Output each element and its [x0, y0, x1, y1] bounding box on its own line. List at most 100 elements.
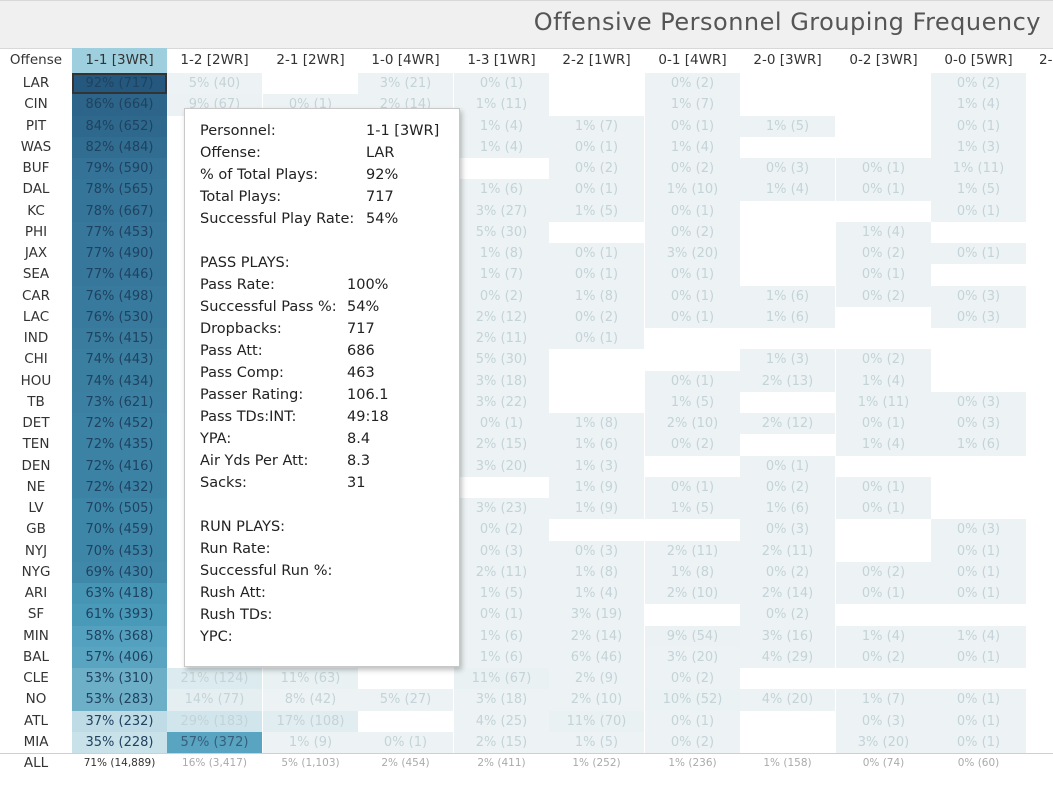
- heatmap-cell[interactable]: 1% (6): [454, 179, 549, 201]
- heatmap-cell[interactable]: 17% (108): [263, 710, 358, 732]
- heatmap-cell[interactable]: 0% (2): [645, 668, 740, 690]
- heatmap-cell[interactable]: 14% (77): [167, 689, 262, 711]
- column-header-6[interactable]: 0-1 [4WR]: [658, 52, 727, 68]
- heatmap-cell[interactable]: 1% (4): [931, 625, 1026, 647]
- heatmap-cell[interactable]: 1% (7): [645, 94, 740, 116]
- heatmap-cell[interactable]: 0% (1): [931, 646, 1026, 668]
- row-label-gb[interactable]: GB: [26, 521, 46, 538]
- heatmap-cell[interactable]: 0% (1): [549, 264, 644, 286]
- row-label-dal[interactable]: DAL: [22, 181, 50, 198]
- heatmap-cell[interactable]: 0% (1): [836, 498, 931, 520]
- heatmap-cell[interactable]: 86% (664): [72, 94, 167, 116]
- heatmap-cell[interactable]: 3% (16): [740, 625, 835, 647]
- heatmap-cell[interactable]: 0% (2): [740, 561, 835, 583]
- heatmap-cell[interactable]: 0% (1): [740, 455, 835, 477]
- heatmap-cell[interactable]: 2% (14): [740, 583, 835, 605]
- heatmap-cell[interactable]: 1% (3): [549, 455, 644, 477]
- heatmap-cell[interactable]: 1% (6): [549, 434, 644, 456]
- heatmap-cell[interactable]: 1% (6): [740, 498, 835, 520]
- heatmap-cell[interactable]: 3% (20): [454, 455, 549, 477]
- heatmap-cell[interactable]: 0% (1): [931, 540, 1026, 562]
- heatmap-cell[interactable]: 0% (3): [454, 540, 549, 562]
- heatmap-cell[interactable]: 77% (453): [72, 221, 167, 243]
- heatmap-cell[interactable]: 0% (2): [836, 243, 931, 265]
- heatmap-cell[interactable]: 3% (20): [645, 243, 740, 265]
- heatmap-cell[interactable]: 0% (1): [549, 243, 644, 265]
- heatmap-cell[interactable]: 0% (2): [454, 519, 549, 541]
- heatmap-cell[interactable]: 0% (1): [931, 583, 1026, 605]
- heatmap-cell[interactable]: 0% (2): [645, 73, 740, 95]
- column-header-2[interactable]: 2-1 [2WR]: [276, 52, 345, 68]
- heatmap-cell[interactable]: 2% (9): [549, 668, 644, 690]
- row-label-buf[interactable]: BUF: [22, 160, 50, 176]
- heatmap-cell[interactable]: 0% (2): [836, 285, 931, 307]
- heatmap-cell[interactable]: 3% (27): [454, 200, 549, 222]
- heatmap-cell[interactable]: 0% (3): [549, 540, 644, 562]
- heatmap-cell[interactable]: 0% (1): [931, 689, 1026, 711]
- heatmap-cell[interactable]: 1% (11): [454, 94, 549, 116]
- heatmap-cell[interactable]: 0% (2): [645, 221, 740, 243]
- row-label-pit[interactable]: PIT: [25, 117, 47, 134]
- heatmap-cell[interactable]: 0% (1): [836, 264, 931, 286]
- row-label-lar[interactable]: LAR: [22, 75, 50, 91]
- heatmap-cell[interactable]: 0% (1): [645, 115, 740, 137]
- heatmap-cell[interactable]: 0% (1): [645, 710, 740, 732]
- heatmap-cell[interactable]: 2% (13): [740, 370, 835, 392]
- heatmap-cell[interactable]: 0% (1): [931, 115, 1026, 137]
- heatmap-cell[interactable]: 2% (15): [454, 434, 549, 456]
- heatmap-cell[interactable]: 61% (393): [72, 604, 167, 626]
- heatmap-cell[interactable]: 3% (20): [645, 646, 740, 668]
- heatmap-cell[interactable]: 1% (5): [645, 498, 740, 520]
- heatmap-cell[interactable]: 21% (124): [167, 668, 262, 690]
- heatmap-cell[interactable]: 2% (12): [454, 306, 549, 328]
- heatmap-cell[interactable]: 0% (2): [836, 349, 931, 371]
- heatmap-cell[interactable]: 72% (416): [72, 455, 167, 477]
- heatmap-cell[interactable]: 0% (1): [645, 370, 740, 392]
- heatmap-cell[interactable]: 0% (3): [740, 519, 835, 541]
- heatmap-cell[interactable]: 0% (2): [836, 561, 931, 583]
- heatmap-cell[interactable]: 0% (2): [454, 285, 549, 307]
- column-header-4[interactable]: 1-3 [1WR]: [467, 52, 536, 68]
- heatmap-cell[interactable]: 1% (8): [454, 243, 549, 265]
- heatmap-cell[interactable]: 0% (1): [836, 158, 931, 180]
- heatmap-cell[interactable]: 2% (11): [740, 540, 835, 562]
- row-label-chi[interactable]: CHI: [24, 351, 48, 368]
- heatmap-cell[interactable]: 82% (484): [72, 136, 167, 158]
- row-label-hou[interactable]: HOU: [20, 372, 52, 389]
- heatmap-cell[interactable]: 8% (42): [263, 689, 358, 711]
- heatmap-cell[interactable]: 3% (20): [836, 731, 931, 753]
- row-label-bal[interactable]: BAL: [22, 648, 50, 665]
- heatmap-cell[interactable]: 0% (2): [931, 73, 1026, 95]
- row-label-atl[interactable]: ATL: [24, 712, 48, 729]
- heatmap-cell[interactable]: 1% (4): [454, 136, 549, 158]
- heatmap-cell[interactable]: 0% (2): [740, 476, 835, 498]
- column-header-3[interactable]: 1-0 [4WR]: [371, 52, 440, 68]
- column-header-10[interactable]: 2-: [1039, 52, 1053, 68]
- heatmap-cell[interactable]: 0% (1): [645, 285, 740, 307]
- heatmap-cell[interactable]: 1% (9): [549, 498, 644, 520]
- heatmap-cell[interactable]: 58% (368): [72, 625, 167, 647]
- heatmap-cell[interactable]: 75% (415): [72, 328, 167, 350]
- heatmap-cell[interactable]: 29% (183): [167, 710, 262, 732]
- heatmap-cell[interactable]: 57% (372): [167, 731, 262, 753]
- heatmap-cell[interactable]: 1% (5): [549, 731, 644, 753]
- heatmap-cell[interactable]: 1% (4): [549, 583, 644, 605]
- heatmap-cell[interactable]: 1% (9): [549, 476, 644, 498]
- heatmap-cell[interactable]: 0% (1): [931, 561, 1026, 583]
- heatmap-cell[interactable]: 3% (23): [454, 498, 549, 520]
- heatmap-cell[interactable]: 78% (667): [72, 200, 167, 222]
- heatmap-cell[interactable]: 5% (40): [167, 73, 262, 95]
- heatmap-cell[interactable]: 1% (5): [549, 200, 644, 222]
- heatmap-cell[interactable]: 35% (228): [72, 731, 167, 753]
- heatmap-cell[interactable]: 0% (1): [931, 243, 1026, 265]
- heatmap-cell[interactable]: 0% (3): [931, 519, 1026, 541]
- heatmap-cell[interactable]: 2% (14): [549, 625, 644, 647]
- heatmap-cell[interactable]: 11% (67): [454, 668, 549, 690]
- heatmap-cell[interactable]: 72% (435): [72, 434, 167, 456]
- row-label-tb[interactable]: TB: [27, 393, 45, 410]
- row-label-lv[interactable]: LV: [28, 500, 44, 516]
- row-label-mia[interactable]: MIA: [23, 733, 49, 750]
- row-label-sea[interactable]: SEA: [22, 266, 50, 283]
- heatmap-cell[interactable]: 63% (418): [72, 583, 167, 605]
- heatmap-cell[interactable]: 0% (1): [549, 328, 644, 350]
